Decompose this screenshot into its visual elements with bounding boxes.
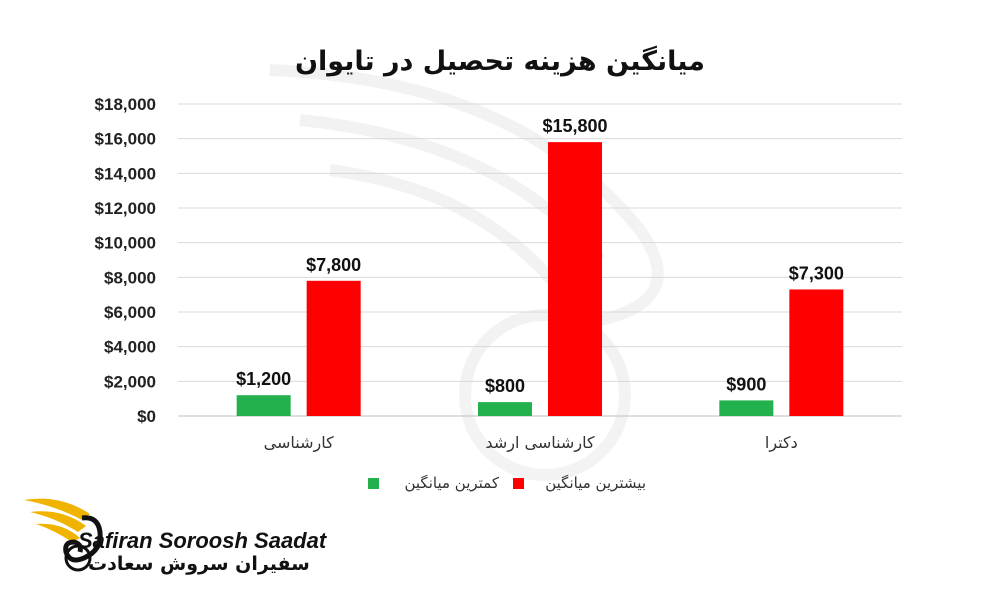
legend-label: کمترین میانگین [404, 474, 499, 492]
chart-title: میانگین هزینه تحصیل در تایوان [295, 45, 705, 77]
bar [306, 280, 361, 416]
y-tick-label: $6,000 [104, 303, 156, 322]
x-category-label: کارشناسی ارشد [485, 433, 595, 453]
data-label: $7,800 [306, 255, 361, 275]
brand-name-fa: سفیران سروش سعادت [88, 553, 310, 575]
brand-logo-icon [24, 498, 103, 572]
x-category-label: دکترا [765, 433, 798, 453]
gridlines [178, 103, 902, 417]
bar [719, 400, 774, 416]
bar [236, 395, 291, 416]
data-labels: $1,200 $7,800 $800 $15,800 $900 $7,300 [236, 116, 844, 396]
legend: کمترین میانگین بیشترین میانگین [368, 474, 646, 492]
y-tick-label: $14,000 [95, 164, 156, 183]
bars [236, 142, 844, 416]
data-label: $1,200 [236, 369, 291, 389]
y-tick-label: $8,000 [104, 268, 156, 287]
data-label: $7,300 [789, 263, 844, 283]
y-tick-label: $12,000 [95, 199, 156, 218]
data-label: $900 [726, 374, 766, 394]
data-label: $15,800 [542, 116, 607, 136]
bar [548, 142, 602, 416]
y-axis: $0 $2,000 $4,000 $6,000 $8,000 $10,000 $12,000… [95, 95, 156, 426]
data-label: $800 [485, 376, 525, 396]
y-tick-label: $18,000 [95, 95, 156, 114]
y-tick-label: $4,000 [104, 338, 156, 357]
legend-label: بیشترین میانگین [545, 474, 646, 492]
bar [478, 402, 532, 416]
brand-name-en: Safiran Soroosh Saadat [78, 528, 327, 553]
legend-swatch [368, 478, 379, 489]
bar [789, 289, 844, 416]
y-tick-label: $10,000 [95, 234, 156, 253]
y-tick-label: $16,000 [95, 130, 156, 149]
y-tick-label: $2,000 [104, 372, 156, 391]
y-tick-label: $0 [137, 407, 156, 426]
x-axis: کارشناسی کارشناسی ارشد دکترا [264, 433, 798, 453]
legend-swatch [513, 478, 524, 489]
x-category-label: کارشناسی [264, 433, 334, 453]
